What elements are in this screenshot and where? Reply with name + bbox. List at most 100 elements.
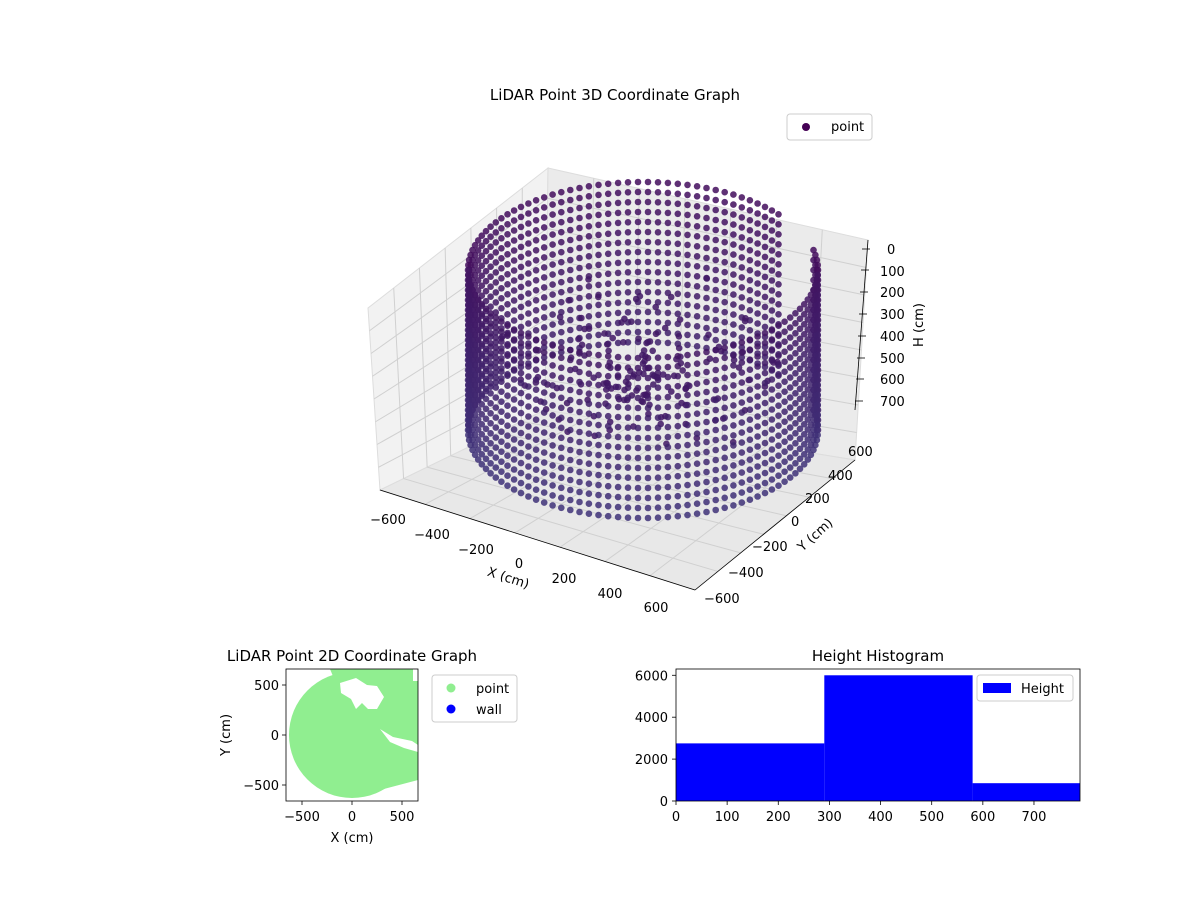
cloud-point	[703, 315, 710, 322]
cloud-point	[525, 320, 532, 327]
cloud-point	[675, 181, 682, 188]
cloud-point	[762, 370, 769, 377]
cloud-point	[694, 183, 701, 190]
cloud-point	[721, 385, 728, 392]
cloud-point	[567, 337, 574, 344]
cloud-point	[781, 448, 788, 455]
cloud-point	[567, 477, 574, 484]
z-tick: 300	[880, 308, 905, 323]
cloud-point	[635, 319, 642, 326]
cloud-point	[769, 237, 776, 244]
cloud-point	[576, 379, 583, 386]
cloud-point	[762, 244, 769, 251]
cloud-point	[635, 455, 642, 462]
y-tick: 0	[660, 795, 668, 810]
cloud-point	[721, 365, 728, 372]
cloud-point	[712, 287, 719, 294]
cloud-point	[655, 279, 662, 286]
cloud-point	[747, 476, 754, 483]
cloud-point	[739, 304, 746, 311]
cloud-point	[511, 317, 518, 324]
cloud-point	[641, 347, 648, 354]
cloud-point	[511, 456, 518, 463]
cloud-point	[567, 497, 574, 504]
cloud-point	[625, 394, 632, 401]
cloud-point	[694, 510, 701, 517]
cloud-point	[787, 464, 794, 471]
cloud-point	[635, 279, 642, 286]
cloud-point	[615, 260, 622, 267]
cloud-point	[775, 332, 782, 339]
cloud-point	[595, 272, 602, 279]
cloud-point	[498, 418, 505, 425]
cloud-point	[533, 446, 540, 453]
cloud-point	[605, 191, 612, 198]
cloud-point	[739, 429, 746, 436]
cloud-point	[498, 408, 505, 415]
cloud-point	[576, 359, 583, 366]
cloud-point	[665, 310, 672, 317]
cloud-point	[533, 197, 540, 204]
cloud-point	[541, 409, 548, 416]
cloud-point	[493, 324, 500, 331]
cloud-point	[675, 413, 682, 420]
cloud-point	[769, 426, 776, 433]
cloud-point	[625, 504, 632, 511]
cloud-point	[703, 295, 710, 302]
cloud-point	[694, 410, 701, 417]
cloud-point	[511, 386, 518, 393]
cloud-point	[586, 450, 593, 457]
cloud-point	[558, 279, 565, 286]
cloud-point	[576, 479, 583, 486]
cloud-point	[721, 485, 728, 492]
cloud-point	[739, 489, 746, 496]
cloud-point	[712, 247, 719, 254]
cloud-point	[605, 363, 612, 370]
cloud-point	[684, 232, 691, 239]
cloud-point	[775, 412, 782, 419]
cloud-point	[541, 214, 548, 221]
cloud-point	[576, 399, 583, 406]
cloud-point	[518, 470, 525, 477]
cloud-point	[541, 339, 548, 346]
cloud-point	[739, 234, 746, 241]
cloud-point	[684, 512, 691, 519]
y-tick: −400	[728, 566, 764, 581]
cloud-point	[739, 194, 746, 201]
cloud-point	[792, 370, 799, 377]
cloud-point	[558, 505, 565, 512]
cloud-point	[730, 482, 737, 489]
cloud-point	[586, 390, 593, 397]
cloud-point	[533, 237, 540, 244]
cloud-point	[586, 293, 593, 300]
cloud-point	[721, 435, 728, 442]
cloud-point	[549, 241, 556, 248]
cloud-point	[781, 338, 788, 345]
cloud-point	[762, 450, 769, 457]
cloud-point	[533, 277, 540, 284]
cloud-point	[762, 224, 769, 231]
x-tick: −400	[414, 528, 450, 543]
cloud-point	[775, 251, 782, 258]
cloud-point	[541, 304, 548, 311]
cloud-point	[792, 310, 799, 317]
cloud-point	[754, 413, 761, 420]
cloud-point	[703, 349, 710, 356]
cloud-point	[518, 330, 525, 337]
cloud-point	[675, 353, 682, 360]
cloud-point	[498, 275, 505, 282]
cloud-point	[541, 399, 548, 406]
cloud-point	[675, 281, 682, 288]
cloud-point	[511, 366, 518, 373]
x-tick: 0	[515, 557, 523, 572]
cloud-point	[567, 407, 574, 414]
cloud-point	[576, 255, 583, 262]
cloud-point	[712, 407, 719, 414]
cloud-point	[762, 204, 769, 211]
x-axis-label: X (cm)	[485, 565, 531, 593]
legend-label-wall: wall	[476, 703, 502, 718]
cloud-point	[625, 279, 632, 286]
cloud-point	[504, 322, 511, 329]
cloud-point	[730, 342, 737, 349]
cloud-point	[754, 230, 761, 237]
